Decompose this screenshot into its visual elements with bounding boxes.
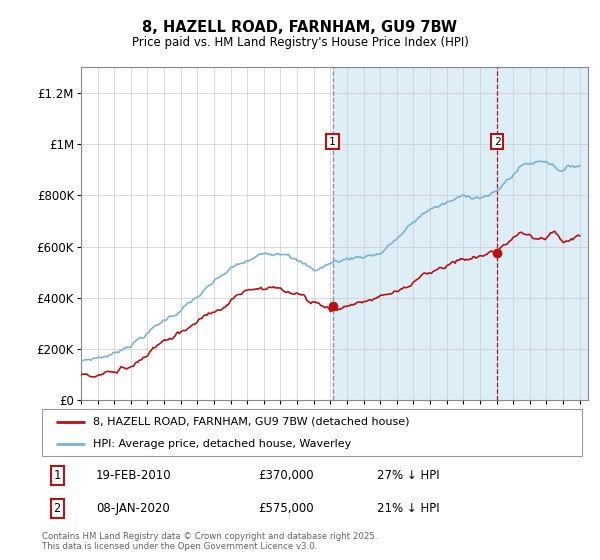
Bar (332, 67, 588, 400)
Text: 8, HAZELL ROAD, FARNHAM, GU9 7BW: 8, HAZELL ROAD, FARNHAM, GU9 7BW (143, 20, 458, 35)
Text: £575,000: £575,000 (258, 502, 314, 515)
FancyBboxPatch shape (42, 409, 582, 456)
Text: 1: 1 (329, 137, 336, 147)
Text: £370,000: £370,000 (258, 469, 314, 482)
Text: 19-FEB-2010: 19-FEB-2010 (96, 469, 172, 482)
Text: 1: 1 (53, 469, 61, 482)
Text: 2: 2 (494, 137, 500, 147)
Text: HPI: Average price, detached house, Waverley: HPI: Average price, detached house, Wave… (94, 438, 352, 449)
Text: 8, HAZELL ROAD, FARNHAM, GU9 7BW (detached house): 8, HAZELL ROAD, FARNHAM, GU9 7BW (detach… (94, 417, 410, 427)
Text: Contains HM Land Registry data © Crown copyright and database right 2025.
This d: Contains HM Land Registry data © Crown c… (42, 532, 377, 552)
Text: 27% ↓ HPI: 27% ↓ HPI (377, 469, 439, 482)
Text: 21% ↓ HPI: 21% ↓ HPI (377, 502, 439, 515)
Text: Price paid vs. HM Land Registry's House Price Index (HPI): Price paid vs. HM Land Registry's House … (131, 36, 469, 49)
Text: 08-JAN-2020: 08-JAN-2020 (96, 502, 170, 515)
Text: 2: 2 (53, 502, 61, 515)
